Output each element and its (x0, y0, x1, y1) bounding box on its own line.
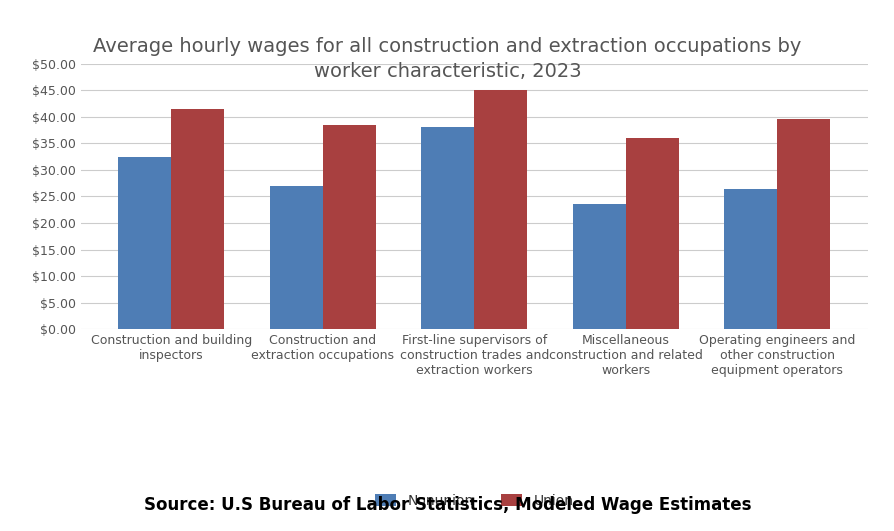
Bar (172, 109, 224, 329)
Bar (625, 138, 678, 329)
Bar (421, 127, 474, 329)
Text: Average hourly wages for all construction and extraction occupations by
worker c: Average hourly wages for all constructio… (93, 37, 801, 81)
Legend: Nonunion, Union: Nonunion, Union (369, 489, 578, 513)
Bar (323, 125, 375, 329)
Bar (118, 157, 172, 329)
Bar (270, 186, 323, 329)
Bar (723, 189, 776, 329)
Text: Source: U.S Bureau of Labor Statistics, Modeled Wage Estimates: Source: U.S Bureau of Labor Statistics, … (144, 496, 750, 514)
Bar (474, 90, 527, 329)
Bar (776, 119, 830, 329)
Bar (572, 204, 625, 329)
